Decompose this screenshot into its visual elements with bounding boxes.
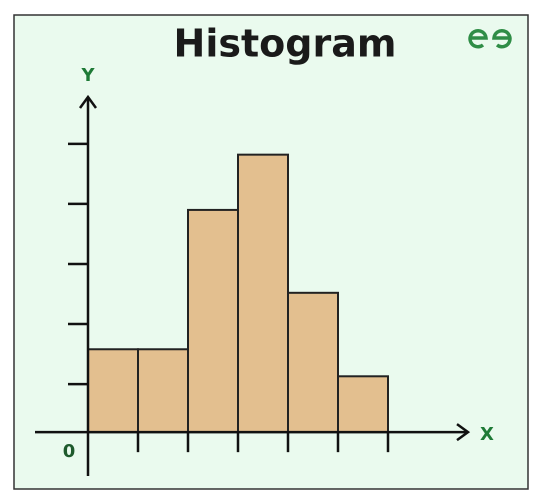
x-axis-label: X (480, 424, 494, 445)
y-axis-label: Y (80, 65, 95, 86)
origin-label: 0 (63, 441, 76, 462)
bar (87, 348, 139, 434)
x-axis-arrow (456, 423, 471, 442)
bar (237, 153, 289, 434)
bar (187, 208, 239, 434)
y-axis-arrow (78, 94, 98, 109)
bar (287, 291, 339, 434)
logo (468, 28, 512, 49)
chart-title: Histogram (174, 22, 397, 66)
bar (337, 375, 389, 434)
bar (137, 348, 189, 434)
